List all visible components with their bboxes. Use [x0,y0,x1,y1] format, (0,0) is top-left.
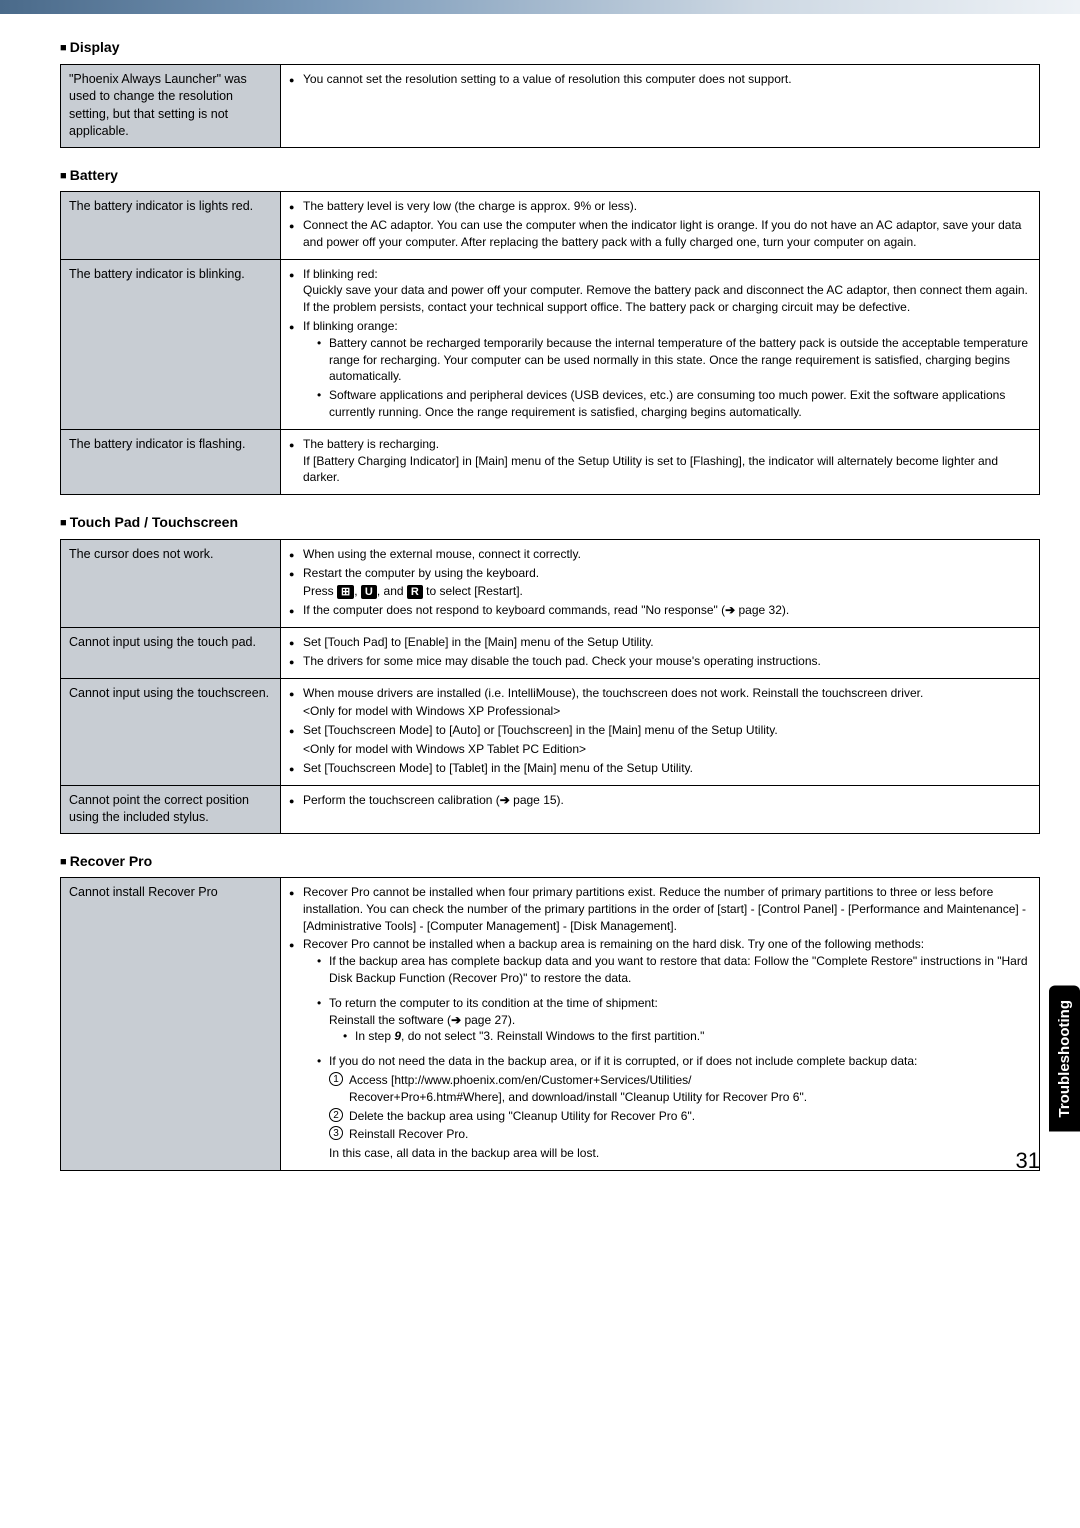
list-item: When mouse drivers are installed (i.e. I… [289,685,1031,702]
arrow-icon: ➔ [500,793,510,807]
section-header-display: Display [60,38,1040,58]
sub-item: If you do not need the data in the backu… [317,1053,1031,1162]
text: Reinstall the software ( [329,1013,451,1027]
text: Press [303,584,337,598]
display-row-content: You cannot set the resolution setting to… [281,64,1040,147]
recover-row-label: Cannot install Recover Pro [61,878,281,1171]
touchpad-row-content: When mouse drivers are installed (i.e. I… [281,678,1040,785]
battery-row-label: The battery indicator is blinking. [61,259,281,429]
battery-row-content: The battery level is very low (the charg… [281,192,1040,259]
list-item: Perform the touchscreen calibration (➔ p… [289,792,1031,809]
item-text: If blinking red: [303,267,378,281]
text: To return the computer to its condition … [329,996,658,1010]
touchpad-row-content: Set [Touch Pad] to [Enable] in the [Main… [281,627,1040,678]
battery-row-label: The battery indicator is lights red. [61,192,281,259]
circled-1-icon: 1 [329,1072,343,1086]
recover-row-content: Recover Pro cannot be installed when fou… [281,878,1040,1171]
list-item: Set [Touchscreen Mode] to [Auto] or [Tou… [289,722,1031,739]
battery-row-content: If blinking red: Quickly save your data … [281,259,1040,429]
sub-item: If the backup area has complete backup d… [317,953,1031,987]
touchpad-row-label: Cannot input using the touch pad. [61,627,281,678]
text: If you do not need the data in the backu… [329,1054,917,1068]
sub-item: Battery cannot be recharged temporarily … [317,335,1031,385]
arrow-icon: ➔ [725,603,735,617]
only-note: <Only for model with Windows XP Tablet P… [303,741,1031,758]
list-item: Recover Pro cannot be installed when fou… [289,884,1031,934]
list-item: The drivers for some mice may disable th… [289,653,1031,670]
top-gradient-bar [0,0,1080,14]
list-item: Set [Touchscreen Mode] to [Tablet] in th… [289,760,1031,777]
sub-sub-item: In step 9, do not select "3. Reinstall W… [343,1028,1031,1045]
item-sub: Quickly save your data and power off you… [303,283,1028,314]
battery-table: The battery indicator is lights red. The… [60,191,1040,495]
list-item: If the computer does not respond to keyb… [289,602,1031,619]
text: page 15). [510,793,564,807]
list-item: You cannot set the resolution setting to… [289,71,1031,88]
list-item: Set [Touch Pad] to [Enable] in the [Main… [289,634,1031,651]
side-tab-troubleshooting: Troubleshooting [1049,986,1080,1132]
list-item: If blinking orange: Battery cannot be re… [289,318,1031,421]
touchpad-row-content: When using the external mouse, connect i… [281,539,1040,627]
circled-2-icon: 2 [329,1108,343,1122]
touchpad-row-label: Cannot point the correct position using … [61,785,281,833]
battery-row-content: The battery is recharging. If [Battery C… [281,429,1040,494]
r-key-icon: R [407,585,423,599]
touchpad-row-label: Cannot input using the touchscreen. [61,678,281,785]
list-item: Recover Pro cannot be installed when a b… [289,936,1031,1162]
text: Reinstall Recover Pro. [349,1127,468,1141]
u-key-icon: U [361,585,377,599]
text: page 32). [735,603,789,617]
display-row-label: "Phoenix Always Launcher" was used to ch… [61,64,281,147]
item-text: Recover Pro cannot be installed when a b… [303,937,924,951]
numbered-step: 3 Reinstall Recover Pro. [329,1126,1031,1143]
list-item: If blinking red: Quickly save your data … [289,266,1031,316]
recover-table: Cannot install Recover Pro Recover Pro c… [60,877,1040,1171]
section-header-recover: Recover Pro [60,852,1040,872]
list-item: When using the external mouse, connect i… [289,546,1031,563]
text: Access [http://www.phoenix.com/en/Custom… [349,1073,807,1104]
section-header-touchpad: Touch Pad / Touchscreen [60,513,1040,533]
numbered-step: 1 Access [http://www.phoenix.com/en/Custo… [329,1072,1031,1106]
arrow-icon: ➔ [451,1013,461,1027]
only-note: <Only for model with Windows XP Professi… [303,703,1031,720]
sub-item: Software applications and peripheral dev… [317,387,1031,421]
display-table: "Phoenix Always Launcher" was used to ch… [60,64,1040,148]
item-text: Restart the computer by using the keyboa… [303,566,539,580]
page-number: 31 [1016,1146,1040,1177]
key-line: Press ⊞, U, and R to select [Restart]. [303,583,1031,600]
text: Delete the backup area using "Cleanup Ut… [349,1109,695,1123]
section-header-battery: Battery [60,166,1040,186]
sub-item: To return the computer to its condition … [317,995,1031,1045]
numbered-step: 2 Delete the backup area using "Cleanup U… [329,1108,1031,1125]
text: page 27). [461,1013,515,1027]
circled-3-icon: 3 [329,1126,343,1140]
text: If the computer does not respond to keyb… [303,603,725,617]
end-note: In this case, all data in the backup are… [329,1145,1031,1162]
battery-row-label: The battery indicator is flashing. [61,429,281,494]
list-item: The battery level is very low (the charg… [289,198,1031,215]
windows-key-icon: ⊞ [337,585,354,599]
list-item: Restart the computer by using the keyboa… [289,565,1031,601]
text: Perform the touchscreen calibration ( [303,793,500,807]
text: to select [Restart]. [423,584,523,598]
touchpad-row-label: The cursor does not work. [61,539,281,627]
item-text: If blinking orange: [303,319,398,333]
list-item: The battery is recharging. If [Battery C… [289,436,1031,486]
touchpad-row-content: Perform the touchscreen calibration (➔ p… [281,785,1040,833]
list-item: Connect the AC adaptor. You can use the … [289,217,1031,251]
touchpad-table: The cursor does not work. When using the… [60,539,1040,834]
